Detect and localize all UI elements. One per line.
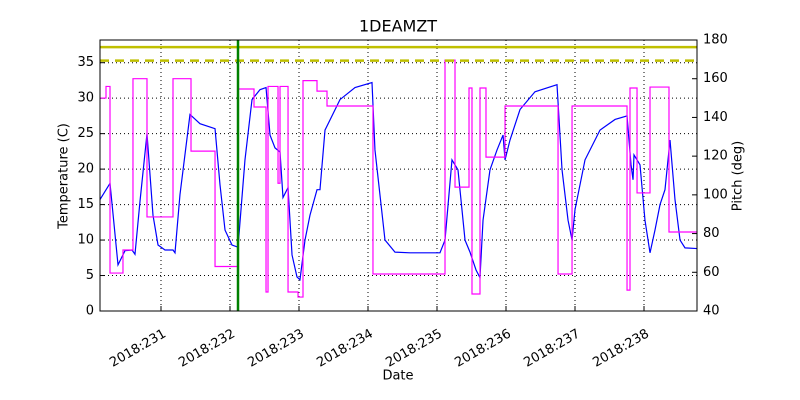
y2-axis-label: Pitch (deg): [731, 141, 746, 211]
y2-tick-label: 40: [703, 304, 720, 319]
y2-tick-label: 180: [703, 33, 728, 48]
y-tick-label: 0: [86, 304, 94, 319]
y-tick-label: 10: [77, 233, 94, 248]
y2-tick-label: 100: [703, 187, 728, 202]
series-line: [99, 81, 698, 282]
y-tick-label: 20: [77, 162, 94, 177]
y-tick-label: 35: [77, 55, 94, 70]
y2-tick-label: 60: [703, 265, 720, 280]
y-tick-label: 30: [77, 91, 94, 106]
y-tick-label: 5: [86, 268, 94, 283]
chart-title: 1DEAMZT: [359, 17, 437, 36]
y2-tick-label: 160: [703, 71, 728, 86]
y2-tick-label: 120: [703, 149, 728, 164]
plot-frame: [99, 39, 698, 312]
series-line: [100, 59, 697, 298]
x-axis-label: Date: [382, 369, 413, 384]
y2-tick-label: 80: [703, 226, 720, 241]
y2-tick-label: 140: [703, 110, 728, 125]
y-axis-label: Temperature (C): [57, 123, 72, 230]
y-tick-label: 15: [77, 197, 94, 212]
y-tick-label: 25: [77, 126, 94, 141]
